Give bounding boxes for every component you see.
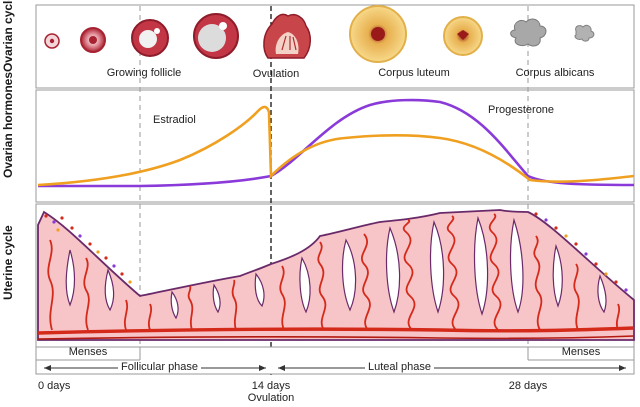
follicular-phase-label: Follicular phase — [118, 361, 202, 373]
day-0-label: 0 days — [38, 380, 71, 392]
basal-vein — [37, 335, 635, 340]
follicular-arrow-left-icon — [44, 365, 51, 371]
ovarian-hormones-panel — [35, 89, 635, 203]
follicle-3-icon — [131, 19, 169, 57]
uterine-cycle-label: Uterine cycle — [1, 225, 15, 300]
day-14-label: 14 days — [251, 380, 291, 392]
progesterone-label: Progesterone — [488, 104, 555, 116]
follicle-1-icon — [44, 33, 60, 49]
menstrual-shedding — [44, 212, 628, 292]
basal-artery — [37, 326, 635, 335]
corpus-albicans-large-icon — [510, 18, 547, 47]
uterine-glands — [65, 215, 607, 320]
follicle-4-icon — [193, 13, 239, 59]
progesterone-curve — [38, 98, 635, 188]
follicular-arrow-right-icon — [259, 365, 266, 371]
day-14-ovulation-label: Ovulation — [247, 392, 295, 404]
luteal-arrow-right-icon — [619, 365, 626, 371]
spiral-arteries — [47, 213, 621, 331]
corpus-albicans-label: Corpus albicans — [515, 67, 595, 79]
ovulating-follicle-icon — [263, 13, 311, 59]
growing-follicle-label: Growing follicle — [106, 67, 182, 79]
menses-right-label: Menses — [561, 346, 601, 358]
corpus-albicans-small-icon — [574, 24, 595, 42]
estradiol-curve — [37, 105, 635, 187]
follicle-2-icon — [80, 27, 106, 53]
corpus-luteum-small-icon — [443, 16, 483, 56]
corpus-luteum-large-icon — [349, 5, 407, 63]
corpus-luteum-label: Corpus luteum — [378, 67, 450, 79]
estradiol-label: Estradiol — [153, 114, 196, 126]
luteal-phase-label: Luteal phase — [365, 361, 434, 373]
ovarian-hormones-label: Ovarian hormones — [1, 71, 15, 178]
menses-left-label: Menses — [68, 346, 108, 358]
ovarian-cycle-label: Ovarian cycle — [1, 0, 15, 72]
day-28-label: 28 days — [508, 380, 548, 392]
ovulation-stage-label: Ovulation — [252, 68, 300, 80]
luteal-arrow-left-icon — [278, 365, 285, 371]
